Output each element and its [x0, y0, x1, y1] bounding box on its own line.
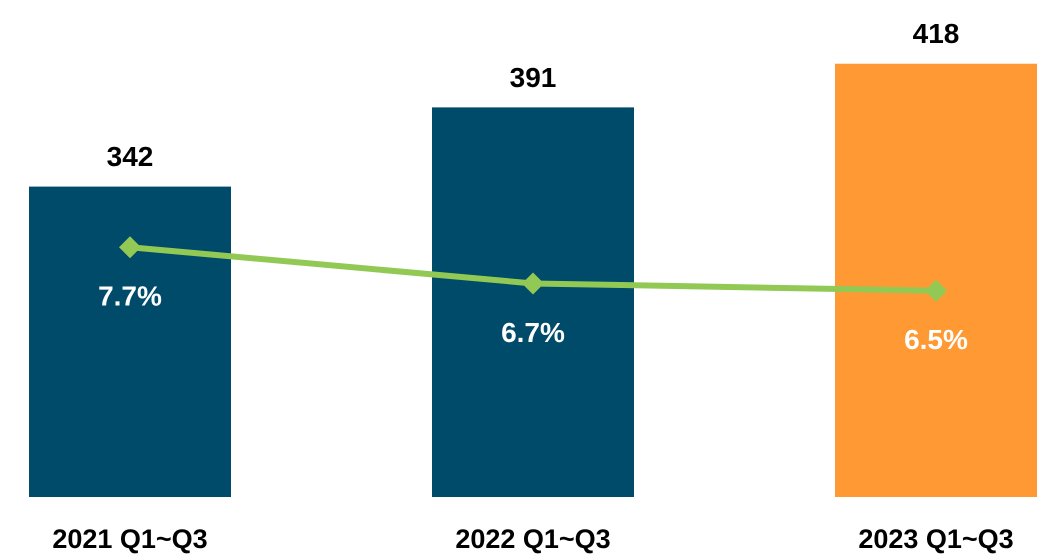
- bar: [432, 107, 634, 497]
- line-marker: [119, 236, 141, 259]
- line-marker: [522, 272, 544, 295]
- line-value-label: 6.7%: [501, 317, 565, 348]
- line-value-label: 7.7%: [98, 281, 162, 312]
- line-value-label: 6.5%: [904, 324, 968, 355]
- bar-value-label: 418: [913, 18, 960, 49]
- bar-value-label: 391: [510, 62, 557, 93]
- x-tick-label: 2021 Q1~Q3: [52, 524, 207, 554]
- bar: [29, 186, 231, 497]
- x-tick-label: 2023 Q1~Q3: [858, 524, 1013, 554]
- line-marker: [925, 279, 947, 302]
- x-tick-label: 2022 Q1~Q3: [455, 524, 610, 554]
- bar-value-label: 342: [107, 141, 154, 172]
